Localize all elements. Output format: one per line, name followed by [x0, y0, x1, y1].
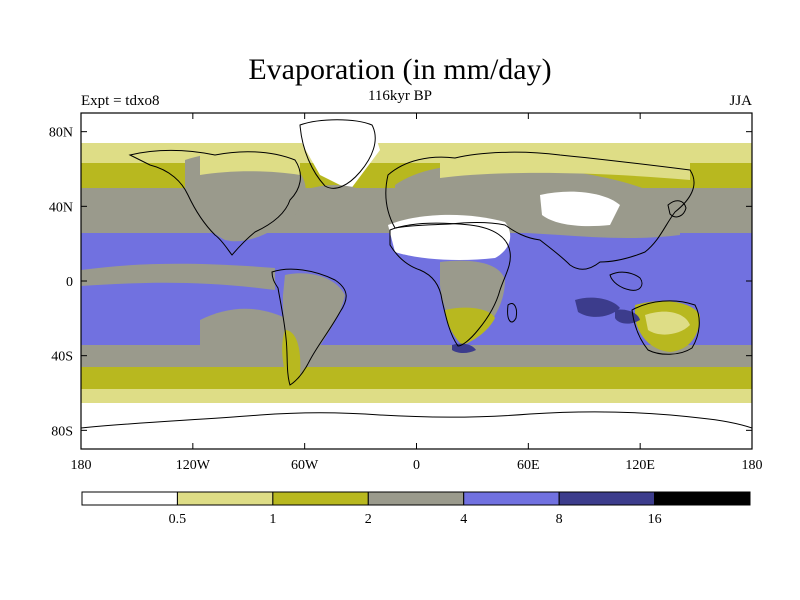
coastline-north-america — [128, 150, 301, 256]
colorbar-label: 16 — [648, 512, 662, 527]
region-indian-ocean-max — [575, 297, 620, 317]
colorbar-label: 2 — [365, 512, 372, 527]
y-tick-label: 0 — [66, 275, 73, 290]
band-antarctic — [81, 403, 752, 449]
x-tick-label: 0 — [413, 458, 420, 473]
colorbar-segment — [367, 491, 465, 506]
coastline-australia — [631, 300, 700, 355]
band-south-subpolar-a — [81, 367, 752, 389]
x-tick-label: 120E — [625, 458, 655, 473]
y-tick-label: 80S — [51, 424, 73, 439]
coastline-japan — [667, 200, 687, 218]
colorbar-segment — [272, 491, 369, 506]
region-south-africa — [445, 307, 495, 345]
y-tick-label: 80N — [49, 126, 73, 141]
region-canada-light — [200, 143, 300, 175]
coastlines — [81, 119, 752, 429]
region-pacific-grey-tongue — [81, 263, 275, 290]
region-south-pacific-grey — [200, 308, 290, 345]
region-siberia-light — [440, 144, 690, 180]
x-tick-label: 180 — [742, 458, 763, 473]
coastline-antarctica — [81, 411, 752, 429]
colorbar-label: 1 — [269, 512, 276, 527]
region-greenland — [295, 118, 380, 190]
coastline-africa — [389, 222, 511, 347]
season-label: JJA — [729, 93, 752, 109]
band-south-midlat — [81, 345, 752, 367]
x-tick-label: 180 — [71, 458, 92, 473]
colorbar-label: 0.5 — [169, 512, 187, 527]
x-tick-label: 60E — [517, 458, 540, 473]
colorbar-segment — [654, 491, 751, 506]
region-north-atlantic — [305, 185, 385, 232]
x-tick-label: 60W — [291, 458, 319, 473]
axis-labels: 180 120W 60W 0 60E 120E 180 80N 40N 0 40S 80S — [49, 126, 763, 473]
y-tick-label: 40N — [49, 200, 73, 215]
axis-ticks — [80, 113, 753, 449]
colorbar-segment — [81, 491, 178, 506]
chart-title: Evaporation (in mm/day) — [248, 53, 552, 86]
coastline-greenland — [299, 119, 376, 189]
colorbar-segment — [176, 491, 274, 506]
colorbar: 0.5 1 2 4 8 16 — [81, 491, 751, 527]
chart-subtitle: 116kyr BP — [367, 88, 433, 104]
colorbar-segment — [558, 491, 656, 506]
colorbar-label: 8 — [556, 512, 563, 527]
region-australia-interior — [645, 311, 690, 335]
coastline-madagascar — [507, 303, 517, 323]
y-tick-label: 40S — [51, 350, 73, 365]
region-sahara — [388, 214, 511, 260]
colorbar-label: 4 — [460, 512, 467, 527]
x-tick-label: 120W — [176, 458, 211, 473]
coastline-indonesia — [609, 271, 643, 291]
region-central-asia-desert — [540, 191, 620, 227]
coastline-south-america — [271, 268, 347, 386]
map-plot-area — [81, 113, 752, 449]
band-south-subpolar-b — [81, 389, 752, 403]
colorbar-segment — [463, 491, 560, 506]
experiment-label: Expt = tdxo8 — [81, 93, 160, 109]
